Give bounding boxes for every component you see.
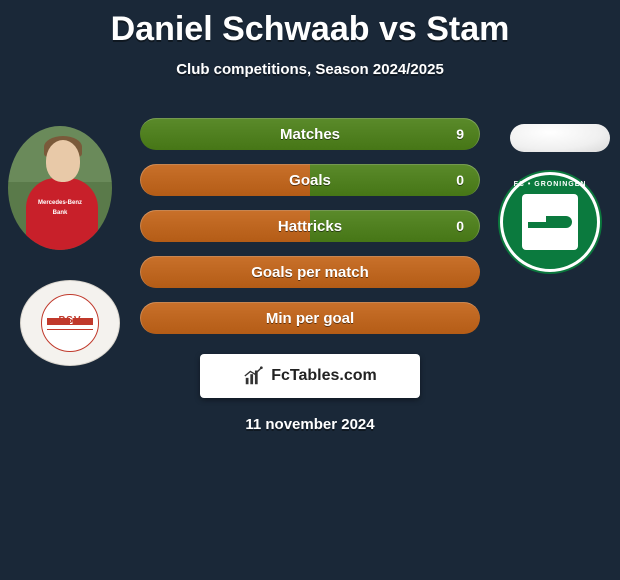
stat-label: Matches [140,118,480,150]
right-club-badge: FC • GRONINGEN [498,170,602,274]
stat-row: Matches9 [140,118,480,150]
watermark-text: FcTables.com [271,367,377,385]
stat-label: Min per goal [140,302,480,334]
stat-row: Goals0 [140,164,480,196]
stat-row: Hattricks0 [140,210,480,242]
date: 11 november 2024 [0,416,620,433]
stat-value-right: 9 [456,118,464,150]
left-club-badge: PSV [20,280,120,366]
stat-row: Goals per match [140,256,480,288]
stat-label: Goals per match [140,256,480,288]
stat-value-right: 0 [456,164,464,196]
psv-badge-icon: PSV [41,294,99,352]
stat-value-right: 0 [456,210,464,242]
watermark[interactable]: FcTables.com [200,354,420,398]
stat-label: Hattricks [140,210,480,242]
stat-row: Min per goal [140,302,480,334]
subtitle: Club competitions, Season 2024/2025 [0,61,620,78]
left-player-photo: Mercedes-Benz Bank [8,126,112,250]
page-title: Daniel Schwaab vs Stam [0,0,620,49]
stat-label: Goals [140,164,480,196]
chart-icon [243,365,265,387]
groningen-badge-icon: FC • GRONINGEN [500,172,600,272]
right-player-placeholder [510,124,610,152]
